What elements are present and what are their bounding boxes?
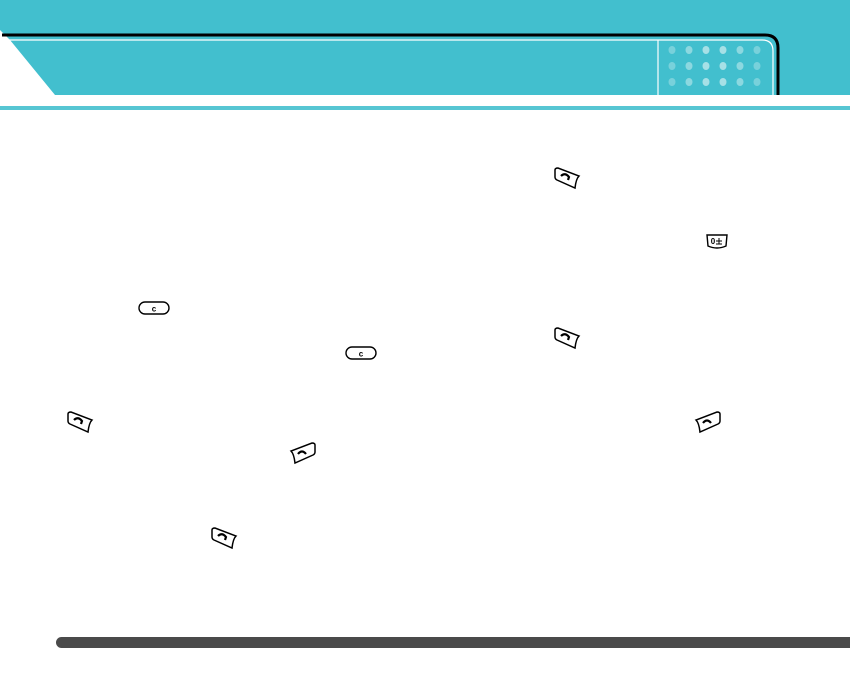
decorative-dot (668, 62, 676, 70)
decorative-dot (753, 62, 761, 70)
header-rule (0, 106, 850, 110)
decorative-dot (736, 62, 744, 70)
send-key-icon (553, 167, 581, 190)
clear-key-icon (345, 346, 377, 360)
send-key-icon (210, 527, 238, 550)
send-key-icon (66, 411, 94, 434)
decorative-dots (668, 46, 761, 86)
decorative-dot (736, 78, 744, 86)
decorative-dot (668, 46, 676, 54)
clear-key-icon (138, 301, 170, 315)
decorative-dot (719, 62, 727, 70)
decorative-dot (753, 78, 761, 86)
decorative-dot (668, 78, 676, 86)
decorative-dot (702, 46, 710, 54)
decorative-dot (702, 62, 710, 70)
zero-key-icon (706, 234, 728, 249)
footer-bar (56, 637, 850, 648)
decorative-dot (685, 78, 693, 86)
decorative-dot (685, 46, 693, 54)
decorative-dot (719, 46, 727, 54)
header-tab (0, 30, 780, 95)
end-key-icon (694, 411, 722, 434)
decorative-dot (753, 46, 761, 54)
decorative-dot (736, 46, 744, 54)
decorative-dot (685, 62, 693, 70)
decorative-dot (719, 78, 727, 86)
end-key-icon (289, 442, 317, 465)
send-key-icon (553, 327, 581, 350)
decorative-dot (702, 78, 710, 86)
